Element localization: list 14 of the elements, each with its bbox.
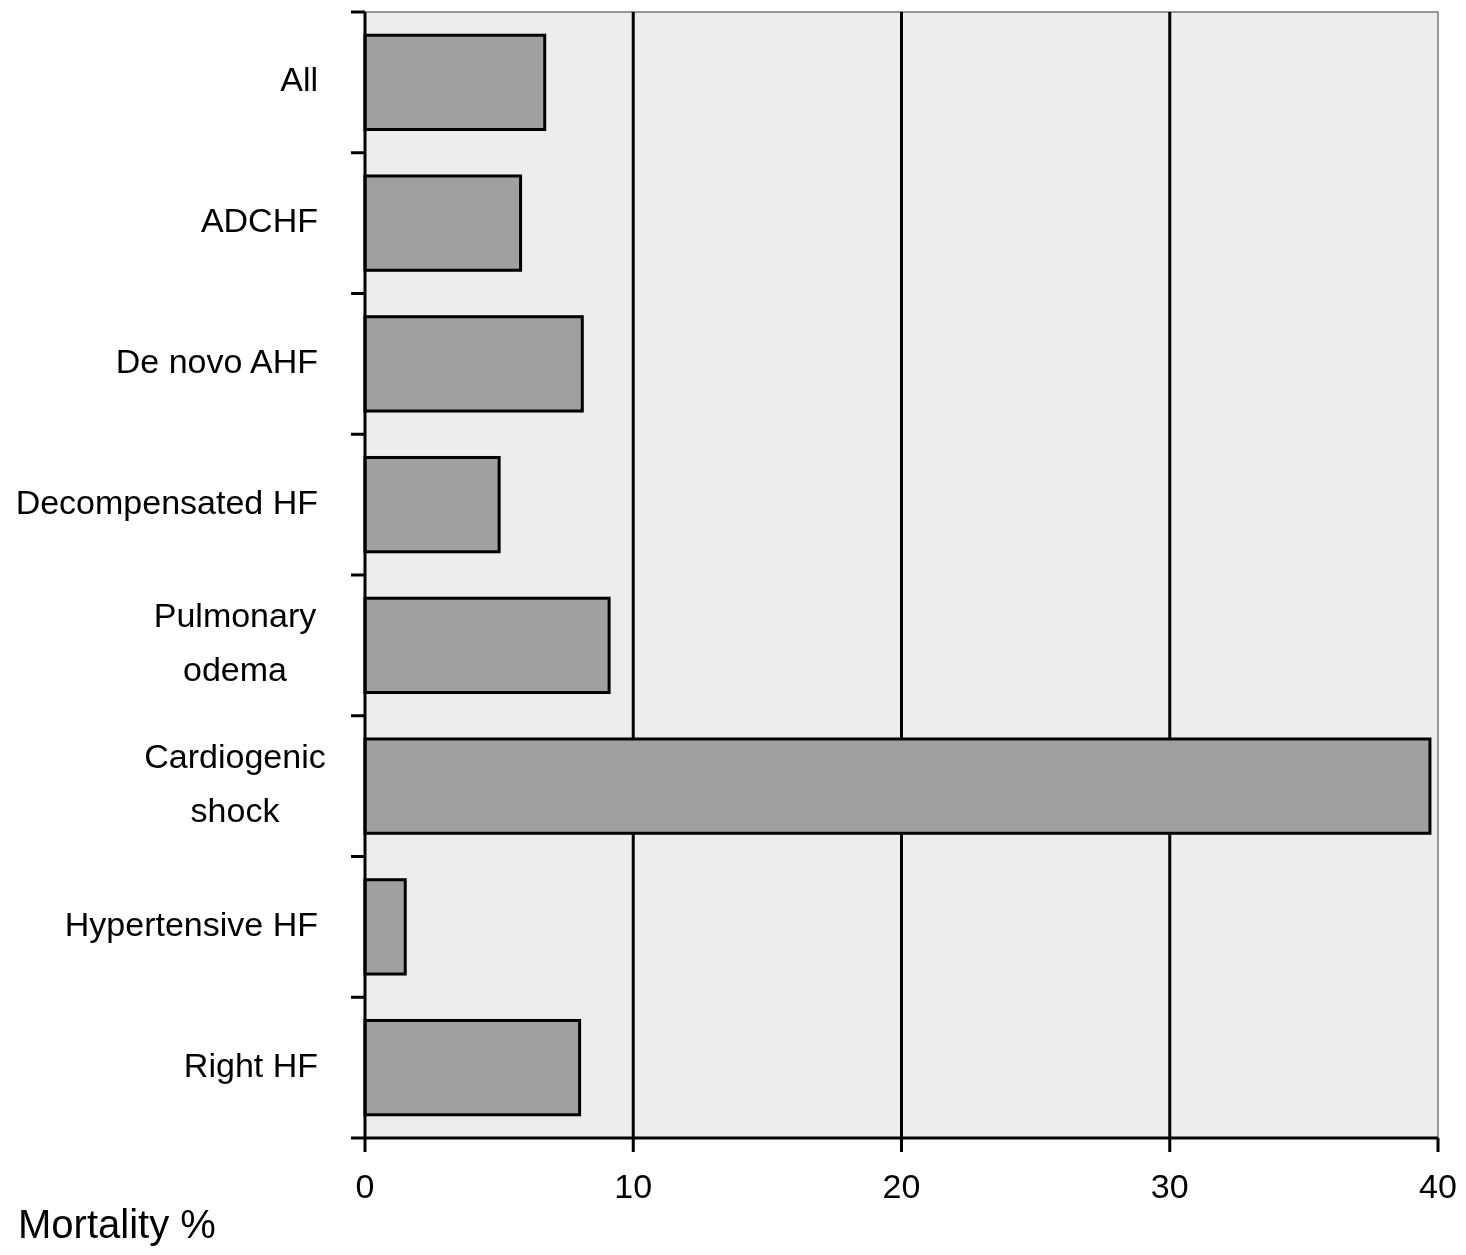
- x-tick-label: 30: [1150, 1167, 1189, 1205]
- y-tick-label: ADCHF: [200, 201, 318, 240]
- y-tick-label: Right HF: [183, 1045, 318, 1084]
- y-tick-label: Pulmonary odema: [153, 596, 317, 689]
- y-tick-label: De novo AHF: [115, 341, 318, 380]
- x-tick-label: 40: [1419, 1167, 1457, 1205]
- y-tick-label: Hypertensive HF: [64, 904, 318, 943]
- y-tick-label: All: [280, 60, 318, 99]
- x-tick-label: 20: [882, 1167, 921, 1205]
- x-axis-title: Mortality %: [18, 1202, 216, 1246]
- y-tick-label: Decompensated HF: [15, 482, 318, 521]
- x-tick-label: 0: [355, 1167, 375, 1205]
- y-tick-label: Cardiogenic shock: [144, 737, 326, 830]
- x-tick-label: 10: [614, 1167, 653, 1205]
